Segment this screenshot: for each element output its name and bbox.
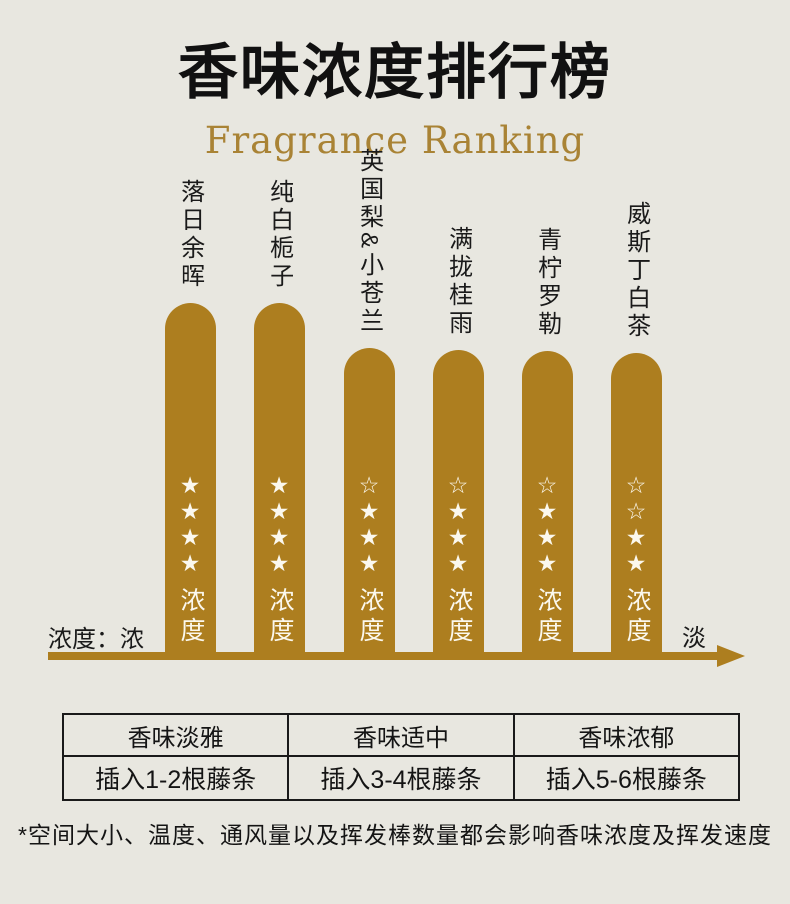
table-header-row: 香味淡雅 香味适中 香味浓郁	[61, 713, 741, 757]
table-value-cell: 插入1-2根藤条	[61, 755, 290, 801]
page-title: 香味浓度排行榜	[178, 39, 612, 106]
axis-label-light: 淡	[682, 625, 706, 652]
table-value-cell: 插入5-6根藤条	[512, 755, 741, 801]
bar-label-2: 纯白栀子	[265, 179, 293, 291]
bar-3: ☆★★★ 浓度	[344, 348, 395, 652]
bar-caption: 浓度	[266, 587, 294, 647]
star-rating-icons: ☆★★★	[446, 473, 472, 577]
bar-label-3: 英国梨&小苍兰	[355, 147, 383, 336]
bar-5: ☆★★★ 浓度	[522, 351, 573, 652]
bar-label-5: 青柠罗勒	[533, 227, 561, 339]
bar-caption: 浓度	[534, 587, 562, 647]
table-header-cell: 香味淡雅	[61, 713, 290, 757]
star-rating-icons: ☆★★★	[357, 473, 383, 577]
footnote: *空间大小、温度、通风量以及挥发棒数量都会影响香味浓度及挥发速度	[18, 822, 772, 848]
bar-label-4: 满拢桂雨	[444, 226, 472, 338]
bar-caption: 浓度	[177, 587, 205, 647]
bar-4: ☆★★★ 浓度	[433, 350, 484, 652]
table-header-cell: 香味适中	[287, 713, 515, 757]
table-header-cell: 香味浓郁	[512, 713, 741, 757]
bar-2: ★★★★ 浓度	[254, 303, 305, 652]
usage-guide-table: 香味淡雅 香味适中 香味浓郁 插入1-2根藤条 插入3-4根藤条 插入5-6根藤…	[61, 713, 741, 801]
star-rating-icons: ★★★★	[267, 473, 293, 577]
page-subtitle: Fragrance Ranking	[204, 119, 586, 162]
axis-arrowhead-icon	[717, 645, 745, 667]
star-rating-icons: ★★★★	[178, 473, 204, 577]
bar-caption: 浓度	[445, 587, 473, 647]
axis-arrow-line	[48, 652, 717, 660]
bar-label-1: 落日余晖	[176, 179, 204, 291]
bar-caption: 浓度	[356, 587, 384, 647]
axis-label-strong: 浓度：浓	[48, 626, 144, 653]
bar-6: ☆☆★★ 浓度	[611, 353, 662, 652]
table-value-row: 插入1-2根藤条 插入3-4根藤条 插入5-6根藤条	[61, 755, 741, 801]
bar-caption: 浓度	[623, 587, 651, 647]
star-rating-icons: ☆★★★	[535, 473, 561, 577]
star-rating-icons: ☆☆★★	[624, 473, 650, 577]
bar-1: ★★★★ 浓度	[165, 303, 216, 652]
bar-label-6: 威斯丁白茶	[622, 201, 650, 341]
table-value-cell: 插入3-4根藤条	[287, 755, 515, 801]
